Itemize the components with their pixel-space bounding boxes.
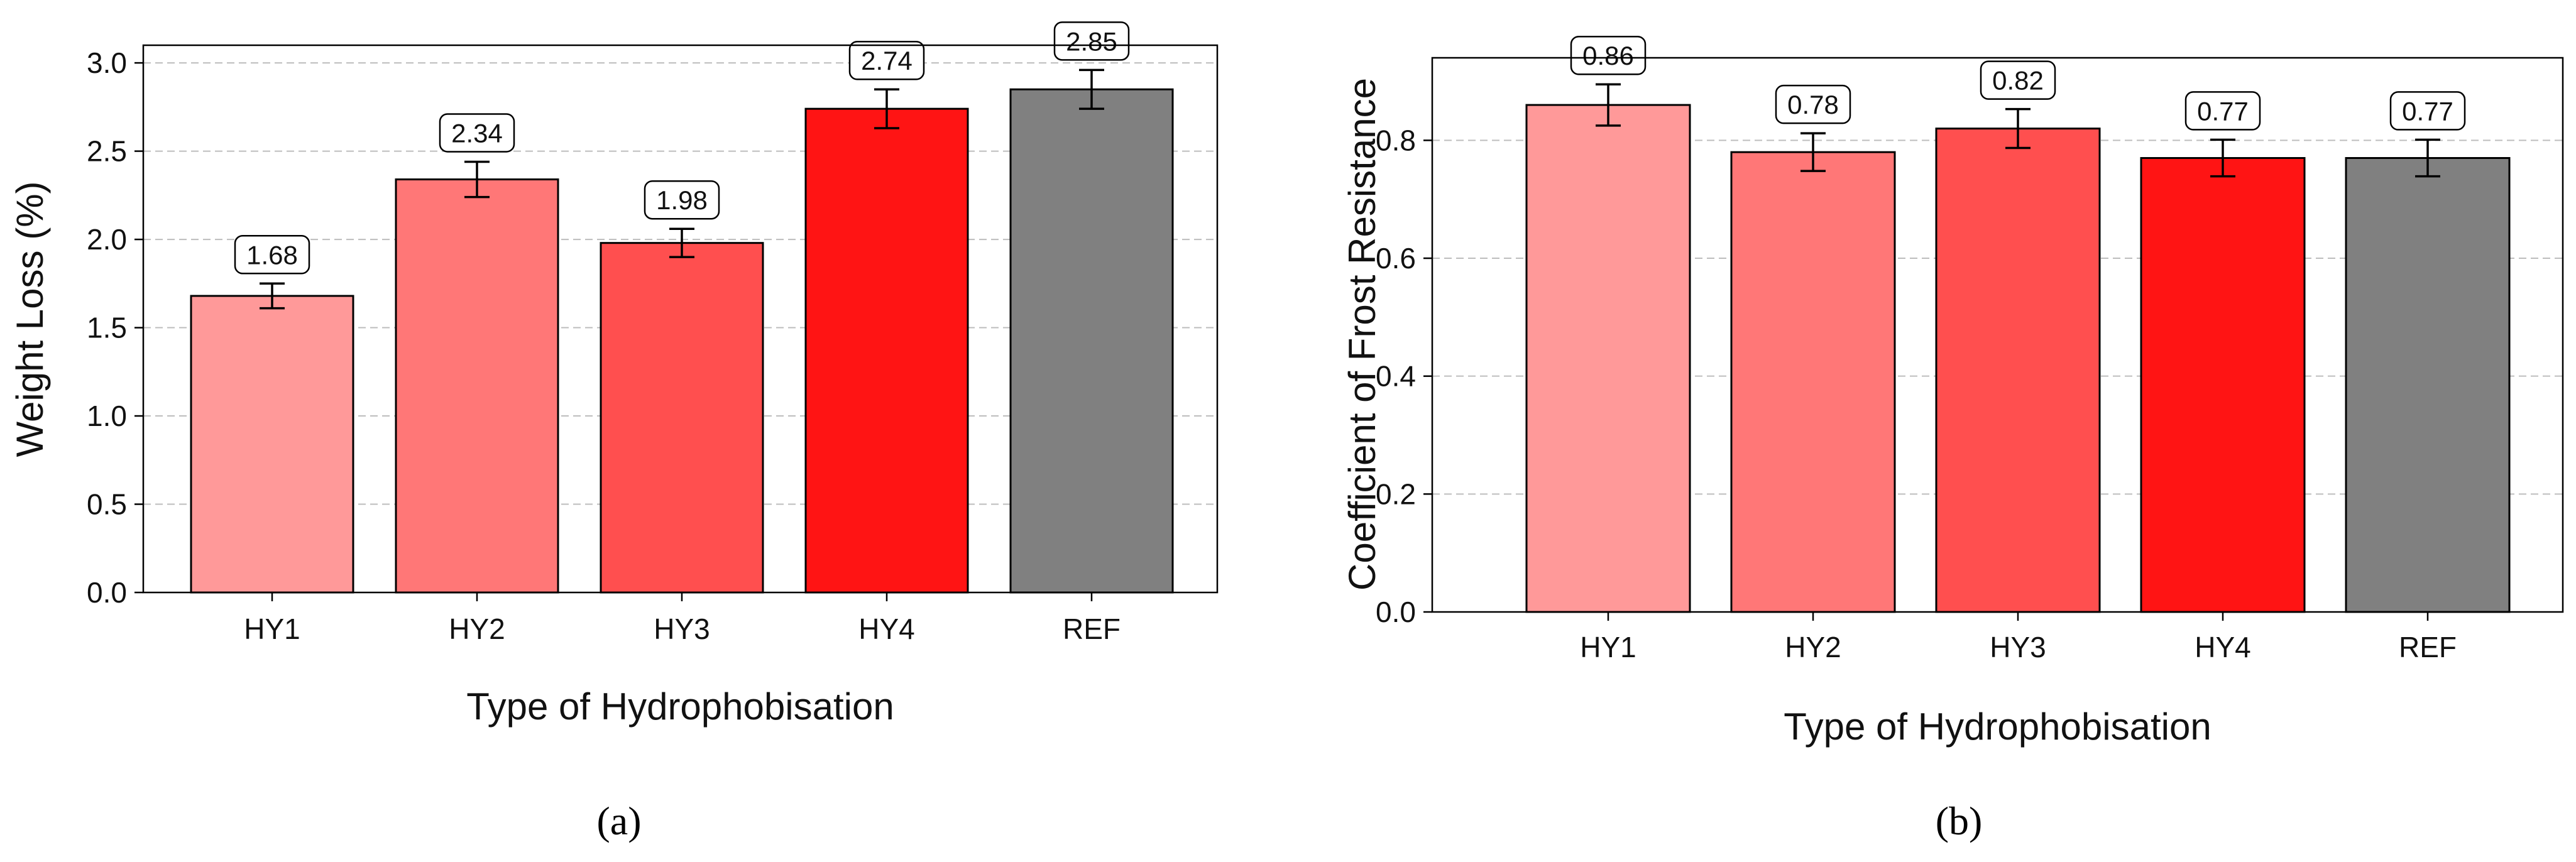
- data-label-box: [848, 40, 925, 80]
- panel-label: (b): [1936, 799, 1983, 843]
- bar-hy3: [1935, 128, 2101, 613]
- x-axis-label: Type of Hydrophobisation: [1784, 706, 2211, 748]
- chart-panel-a: 0.0 0.5 1.0 1.5 2.0 2.5 3.0 1.68 HY1 2.34 HY2 1.98 H…: [9, 21, 1219, 843]
- data-label: 1.68: [246, 240, 298, 270]
- data-label: 2.74: [861, 46, 913, 75]
- data-label: 0.77: [2402, 96, 2453, 126]
- data-label: 2.85: [1066, 26, 1117, 56]
- y-tick-label: 1.0: [87, 400, 127, 432]
- bar-ref: [2345, 157, 2511, 613]
- y-tick-label: 1.5: [87, 312, 127, 344]
- bar-ref: [1009, 88, 1174, 594]
- data-label: 0.77: [2197, 96, 2249, 126]
- data-label-box: [2184, 91, 2261, 131]
- x-tick-label: HY1: [1580, 631, 1636, 663]
- y-tick-label: 0.0: [1376, 596, 1416, 628]
- bar-hy4: [2140, 157, 2306, 613]
- y-tick-label: 0.8: [1376, 124, 1416, 156]
- data-label: 0.82: [1992, 66, 2044, 95]
- bar-hy2: [395, 178, 559, 594]
- y-tick-label: 2.5: [87, 135, 127, 168]
- x-tick-label: REF: [2399, 631, 2457, 663]
- x-tick-label: HY2: [449, 613, 505, 645]
- y-tick-label: 0.4: [1376, 360, 1416, 393]
- bar-hy4: [804, 107, 969, 594]
- y-tick-label: 3.0: [87, 46, 127, 79]
- data-label-box: [2389, 91, 2466, 131]
- data-label-box: [1980, 60, 2056, 100]
- chart-panel-b: 0.0 0.2 0.4 0.6 0.8 0.86 HY1 0.78 HY2 0.82 HY3 0.77…: [1341, 35, 2564, 843]
- x-axis-label: Type of Hydrophobisation: [466, 685, 894, 728]
- data-label-box: [1053, 21, 1130, 61]
- plot-frame: [142, 44, 1219, 594]
- y-tick-label: 2.0: [87, 223, 127, 256]
- x-tick-label: HY4: [858, 613, 914, 645]
- data-label-box: [1570, 35, 1647, 75]
- bar-hy2: [1730, 151, 1896, 613]
- data-label: 1.98: [656, 185, 708, 215]
- bar-hy1: [190, 295, 354, 594]
- x-tick-label: HY3: [1990, 631, 2046, 663]
- x-tick-label: HY2: [1785, 631, 1841, 663]
- y-tick-label: 0.2: [1376, 477, 1416, 510]
- bar-hy1: [1525, 104, 1691, 613]
- data-label-box: [644, 180, 720, 220]
- y-tick-label: 0.6: [1376, 242, 1416, 275]
- data-label-box: [234, 235, 310, 275]
- bar-hy3: [600, 242, 764, 594]
- y-axis-label: Coefficient of Frost Resistance: [1341, 78, 1383, 591]
- data-label: 0.78: [1787, 90, 1839, 119]
- x-tick-label: HY3: [654, 613, 710, 645]
- data-label-box: [1775, 84, 1851, 124]
- panel-label: (a): [596, 799, 641, 843]
- data-label: 2.34: [451, 118, 503, 148]
- x-tick-label: REF: [1063, 613, 1121, 645]
- x-tick-label: HY4: [2195, 631, 2250, 663]
- data-label: 0.86: [1582, 41, 1634, 70]
- plot-frame: [1431, 57, 2564, 613]
- y-tick-label: 0.5: [87, 488, 127, 521]
- y-axis-label: Weight Loss (%): [9, 181, 51, 457]
- x-tick-label: HY1: [244, 613, 300, 645]
- y-tick-label: 0.0: [87, 576, 127, 609]
- data-label-box: [439, 113, 515, 153]
